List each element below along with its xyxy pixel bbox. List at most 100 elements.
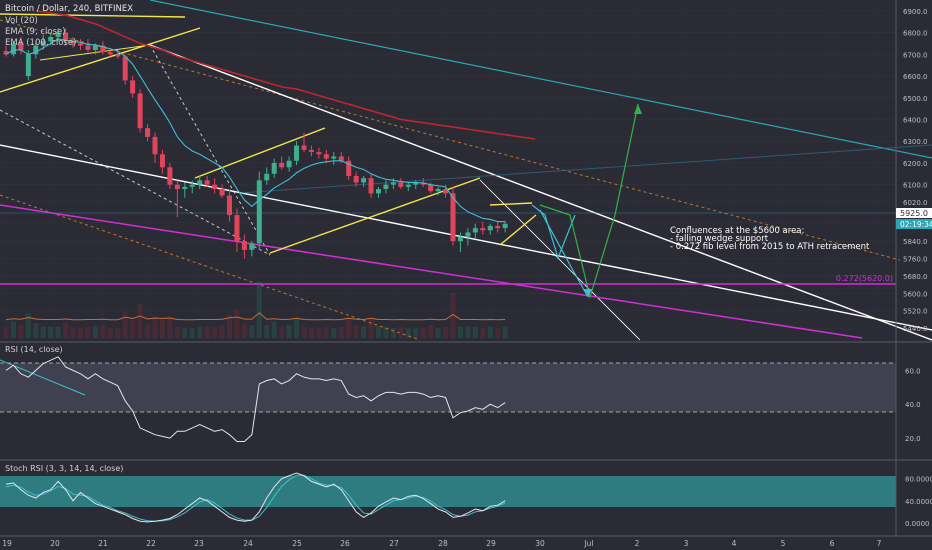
- forecast-cyan-path-b[interactable]: [539, 209, 589, 298]
- candle-body: [286, 160, 292, 168]
- ema-100-path: [35, 10, 536, 140]
- time-tick-label: 29: [486, 539, 496, 548]
- candle-body: [219, 189, 225, 196]
- volume-bar: [286, 325, 292, 338]
- candle-body: [316, 152, 322, 155]
- candle-body: [264, 173, 270, 181]
- ema-9-path: [5, 38, 506, 223]
- yellow-top-horizontal[interactable]: [0, 13, 186, 18]
- wedge-thin-line[interactable]: [479, 179, 641, 341]
- volume-bar: [48, 326, 54, 338]
- price-tick-label: 6700.0: [903, 51, 928, 59]
- stoch-title[interactable]: Stoch RSI (3, 3, 14, 14, close): [5, 464, 123, 473]
- price-axis[interactable]: 6900.0 6800.0 6700.0 6600.0 6500.0 6400.0 6300…: [903, 8, 928, 333]
- time-tick-label: 4: [732, 539, 737, 548]
- forecast-arrow-up: [634, 104, 642, 114]
- candle-body: [428, 184, 434, 192]
- yellow-flag-bottom[interactable]: [499, 214, 537, 246]
- stoch-tick-label: 0.0000: [905, 520, 930, 528]
- time-tick-label: 25: [292, 539, 302, 548]
- candle-body: [40, 41, 46, 46]
- volume-bar: [308, 328, 314, 338]
- forecast-green-path[interactable]: [539, 103, 639, 300]
- candle-body: [234, 215, 240, 242]
- volume-bar: [301, 326, 307, 338]
- fib-level-label: 0.272(5620.0): [836, 274, 893, 283]
- candle-body: [78, 43, 83, 46]
- candle-body: [152, 136, 158, 155]
- candle-body: [331, 156, 337, 159]
- rsi-path: [5, 356, 506, 442]
- candle-body: [376, 189, 381, 194]
- trendline-drawings[interactable]: [0, 0, 932, 341]
- cyan-trendline[interactable]: [149, 0, 932, 159]
- yellow-channel-mid-upper[interactable]: [194, 127, 326, 179]
- orange-dashed-line-lower[interactable]: [0, 194, 421, 341]
- price-tick-label: 5440.0: [903, 325, 928, 333]
- annotation-note[interactable]: Confluences at the $5600 area: - falling…: [670, 226, 870, 252]
- time-tick-label: 23: [194, 539, 204, 548]
- indicator-ema9[interactable]: EMA (9, close): [5, 27, 66, 37]
- volume-bar: [70, 328, 76, 338]
- candle-body: [159, 154, 165, 168]
- candle-body: [3, 51, 9, 55]
- volume-bar: [294, 318, 300, 338]
- indicator-ema100[interactable]: EMA (100, close): [5, 38, 76, 48]
- volume-bar: [182, 328, 188, 338]
- wedge-lower-line[interactable]: [0, 144, 932, 331]
- yellow-flag-top[interactable]: [489, 202, 533, 206]
- stoch-tick-label: 40.0000: [905, 498, 932, 506]
- volume-bar: [338, 326, 344, 338]
- candle-body: [353, 175, 359, 183]
- current-price-label: 5925.0: [900, 209, 928, 218]
- volume-bar: [495, 328, 501, 338]
- candle-body: [107, 52, 113, 55]
- volume-bar: [167, 316, 173, 338]
- candle-body: [346, 160, 352, 176]
- volume-bar: [3, 327, 9, 338]
- volume-bar: [115, 328, 121, 338]
- volume-bar: [219, 325, 225, 338]
- price-tick-label: 6800.0: [903, 30, 928, 38]
- volume-bar: [241, 323, 247, 338]
- magenta-support-line[interactable]: [0, 204, 863, 339]
- candle-body: [167, 167, 173, 185]
- stoch-d-path: [5, 474, 506, 522]
- yellow-channel-top-a[interactable]: [0, 27, 201, 93]
- time-tick-label: Jul: [583, 539, 593, 548]
- candle-body: [227, 195, 232, 216]
- forecast-paths[interactable]: [531, 103, 642, 300]
- volume-bar: [137, 303, 143, 338]
- candle-body: [55, 32, 61, 37]
- candle-body: [100, 45, 106, 53]
- volume-bar: [189, 328, 195, 338]
- volume-bar: [122, 311, 128, 338]
- volume-ma-line: [5, 312, 506, 321]
- volume-bar: [443, 326, 449, 338]
- indicator-vol[interactable]: Vol (20): [5, 16, 38, 26]
- candle-body: [301, 145, 307, 150]
- price-tick-label: 5760.0: [903, 256, 928, 264]
- price-tick-label: 6100.0: [903, 182, 928, 190]
- orange-dashed-line-upper[interactable]: [0, 19, 901, 261]
- annotation-line-3: - 0.272 fib level from 2015 to ATH retra…: [670, 242, 870, 252]
- annotation-line-2: - falling wedge support: [670, 234, 769, 244]
- rsi-tick-label: 60.0: [905, 367, 921, 375]
- candle-body: [130, 80, 136, 94]
- candle-body: [63, 32, 69, 42]
- wedge-upper-line[interactable]: [149, 44, 932, 341]
- rsi-tick-label: 20.0: [905, 435, 921, 443]
- rsi-title[interactable]: RSI (14, close): [5, 345, 63, 354]
- candle-body: [495, 225, 501, 229]
- volume-bar: [346, 318, 352, 338]
- forecast-cyan-path-a[interactable]: [531, 204, 576, 260]
- grey-dashed-drop-line[interactable]: [149, 44, 271, 256]
- time-axis[interactable]: 19 20 21 22 23 24 25 26 27 28 29 30 Jul 2 3 4 5 6 7: [2, 539, 881, 548]
- symbol-title[interactable]: Bitcoin / Dollar, 240, BITFINEX: [5, 4, 133, 14]
- volume-bar: [383, 326, 389, 338]
- current-price-tag: [896, 208, 932, 218]
- volume-bar: [353, 325, 359, 338]
- price-tick-label: 6300.0: [903, 138, 928, 146]
